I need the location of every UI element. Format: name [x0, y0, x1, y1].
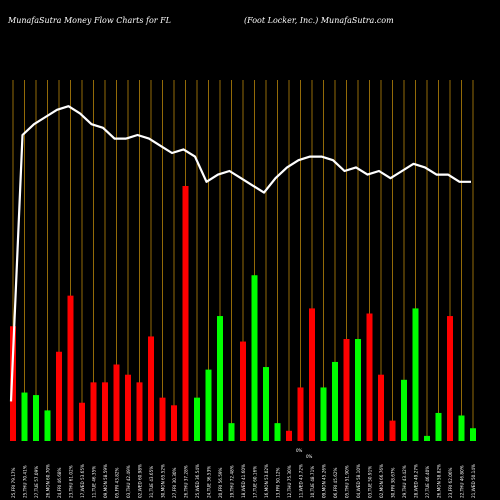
- bar: [332, 361, 338, 441]
- bar: [125, 374, 131, 441]
- bar: [297, 387, 304, 441]
- x-tick-label: 28,WED 49.27%: [414, 464, 419, 498]
- x-tick-label: 30,MON 65.52%: [161, 464, 166, 498]
- x-tick-label: 02,MON 66.76%: [379, 464, 384, 498]
- bar: [148, 336, 154, 441]
- x-tick-label: 24,TUE 36.53%: [207, 466, 212, 498]
- x-tick-label: 25,WED 36.54%: [195, 464, 200, 498]
- bar: [56, 351, 62, 441]
- bar: [33, 395, 39, 441]
- bar: [113, 364, 120, 441]
- bar: [251, 275, 258, 441]
- x-tick-label: 05,THU 51.90%: [345, 465, 350, 498]
- x-tick-label: 22,THU 46.80%: [460, 465, 465, 498]
- bar: [240, 341, 246, 441]
- bar: [389, 420, 396, 441]
- x-tick-label: 02,WED 60.98%: [138, 464, 143, 498]
- bar: [343, 339, 350, 441]
- bar: [412, 308, 419, 441]
- x-tick-label: 17,WED 53.65%: [80, 464, 85, 498]
- x-tick-label: 11,TUE 46.35%: [92, 466, 97, 498]
- bar: [217, 316, 223, 441]
- x-tick-label: 03,THU 42.49%: [126, 465, 131, 498]
- bar: [366, 313, 373, 441]
- bar: [435, 412, 442, 441]
- x-tick-label: 20,FRI 56.59%: [218, 467, 223, 498]
- bar: [274, 423, 281, 441]
- x-tick-label: 03,TUE 50.91%: [368, 466, 373, 498]
- bar: [205, 369, 212, 441]
- price-line: [9, 105, 471, 402]
- x-tick-label: 12,THU 75.30%: [287, 465, 292, 498]
- x-tick-label: 10,TUE 48.71%: [310, 466, 315, 498]
- bar: [194, 397, 200, 441]
- x-tick-label: 11,WED 43.72%: [299, 464, 304, 498]
- x-tick-label: 25,THU 70.41%: [23, 465, 28, 498]
- x-tick-label: 05,FRI 43.82%: [115, 467, 120, 498]
- x-tick-label: 13,FRI 50.12%: [276, 467, 281, 498]
- bar: [182, 186, 189, 441]
- bar: [136, 382, 143, 441]
- bar: [159, 397, 166, 441]
- x-tick-label: 26,MON 60.70%: [46, 464, 51, 498]
- x-tick-label: 09,MON 45.26%: [322, 464, 327, 498]
- x-tick-label: 16,MON 53.02%: [264, 464, 269, 498]
- annotation-label: 0%: [306, 454, 313, 459]
- x-tick-label: 29,THU 43.42%: [402, 465, 407, 498]
- bar: [21, 392, 28, 441]
- x-tick-label: 04,WED 58.10%: [356, 464, 361, 498]
- x-tick-label: 31,TUE 43.65%: [149, 466, 154, 498]
- x-tick-label: 25,FRI 79.17%: [11, 467, 16, 498]
- x-tick-label: 26,MON 58.82%: [437, 464, 442, 498]
- bar: [470, 428, 476, 441]
- bar: [458, 415, 465, 441]
- x-tick-label: 21,WED 50.14%: [471, 464, 476, 498]
- chart-title-left: MunafaSutra Money Flow Charts for FL: [8, 16, 171, 25]
- bar: [79, 402, 85, 441]
- x-tick-label: 26,THU 37.28%: [184, 465, 189, 498]
- bar: [378, 374, 384, 441]
- x-tick-label: 06,FRI 45.62%: [333, 467, 338, 498]
- bar: [44, 410, 51, 441]
- bar: [228, 423, 235, 441]
- bar: [263, 367, 269, 441]
- x-tick-label: 30,FRI 38.67%: [391, 467, 396, 498]
- bar: [320, 387, 327, 441]
- x-tick-label: 19,THU 72.48%: [230, 465, 235, 498]
- x-tick-label: 23,FRI 62.06%: [448, 467, 453, 498]
- x-tick-label: 23,THU 61.02%: [69, 465, 74, 498]
- bar: [90, 382, 97, 441]
- x-tick-label: 17,TUE 60.16%: [253, 466, 258, 498]
- chart-title-right: (Foot Locker, Inc.) MunafaSutra.com: [244, 16, 394, 25]
- bar: [355, 339, 361, 441]
- x-tick-label: 18,WED 41.60%: [241, 464, 246, 498]
- bar: [286, 430, 292, 441]
- bar: [10, 326, 16, 441]
- bar: [424, 435, 430, 441]
- x-tick-label: 09,MON 58.59%: [103, 464, 108, 498]
- bar: [401, 379, 407, 441]
- bar: [102, 382, 108, 441]
- x-tick-label: 27,FRI 30.30%: [172, 467, 177, 498]
- bar: [67, 295, 74, 441]
- bar: [309, 308, 315, 441]
- x-tick-label: 27,TUE 46.40%: [425, 466, 430, 498]
- x-tick-label: 27,TUE 57.09%: [34, 466, 39, 498]
- bar: [447, 316, 453, 441]
- bar: [171, 405, 177, 441]
- x-tick-label: 24,FRI 46.68%: [57, 467, 62, 498]
- annotation-label: 0%: [296, 448, 303, 453]
